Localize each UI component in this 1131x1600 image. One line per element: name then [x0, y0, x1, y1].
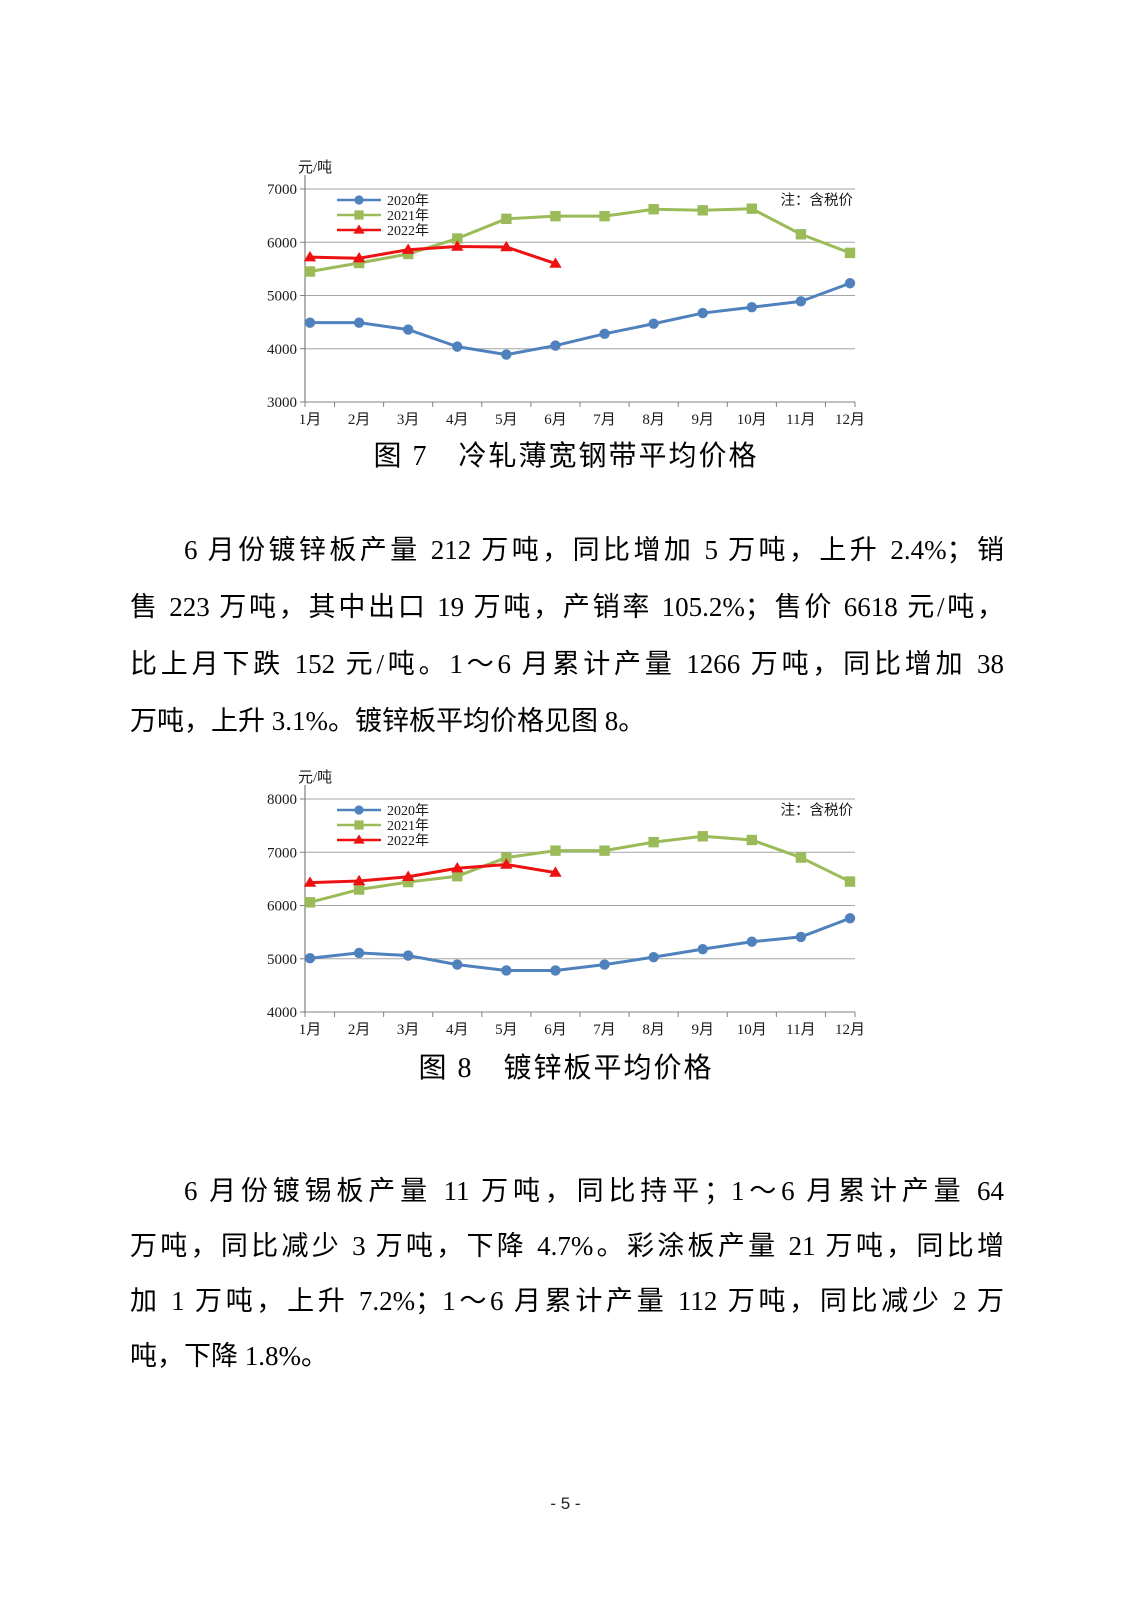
paragraph-line: 比上月下跌 152 元/吨。1～6 月累计产量 1266 万吨，同比增加 38 [130, 649, 1004, 679]
svg-text:注：含税价: 注：含税价 [781, 802, 854, 819]
svg-text:12月: 12月 [835, 412, 865, 428]
svg-text:2021年: 2021年 [387, 208, 429, 224]
svg-text:2月: 2月 [348, 412, 371, 428]
svg-text:10月: 10月 [737, 1022, 767, 1038]
figure8-line-chart: 4000 5000 6000 7000 8000 1月 2月 3月 4月 5月 6月 7月 8月 9月 10… [260, 755, 880, 1047]
svg-text:元/吨: 元/吨 [298, 159, 332, 176]
paragraph-line: 售 223 万吨，其中出口 19 万吨，产销率 105.2%；售价 6618 元… [130, 592, 1004, 622]
figure7-line-chart: 3000 4000 5000 6000 7000 1月 2月 3月 4月 5月 6月 7月 8月 9月 10… [260, 145, 880, 437]
svg-text:12月: 12月 [835, 1022, 865, 1038]
svg-text:4月: 4月 [446, 1022, 469, 1038]
paragraph-galvanized-sheet: 6 月份镀锌板产量 212 万吨，同比增加 5 万吨，上升 2.4%；销 售 2… [130, 522, 1004, 750]
figure7-caption: 图 7 冷轧薄宽钢带平均价格 [373, 441, 759, 472]
svg-text:注：含税价: 注：含税价 [781, 192, 854, 209]
svg-text:7000: 7000 [267, 845, 297, 861]
paragraph-line: 加 1 万吨，上升 7.2%；1～6 月累计产量 112 万吨，同比减少 2 万 [130, 1286, 1004, 1316]
svg-text:2021年: 2021年 [387, 818, 429, 834]
svg-text:6000: 6000 [267, 899, 297, 915]
svg-text:4000: 4000 [267, 1005, 297, 1021]
svg-text:2月: 2月 [348, 1022, 371, 1038]
svg-text:2020年: 2020年 [387, 193, 429, 209]
svg-text:元/吨: 元/吨 [298, 769, 332, 786]
page-number: - 5 - [550, 1494, 581, 1513]
svg-text:1月: 1月 [299, 1022, 322, 1038]
svg-text:9月: 9月 [691, 1022, 714, 1038]
svg-text:5月: 5月 [495, 412, 518, 428]
svg-text:9月: 9月 [691, 412, 714, 428]
svg-text:6000: 6000 [267, 235, 297, 251]
svg-text:8000: 8000 [267, 792, 297, 808]
svg-text:3月: 3月 [397, 412, 420, 428]
svg-text:2022年: 2022年 [387, 223, 429, 239]
svg-text:11月: 11月 [786, 1022, 815, 1038]
svg-text:4000: 4000 [267, 342, 297, 358]
paragraph-line: 6 月份镀锌板产量 212 万吨，同比增加 5 万吨，上升 2.4%；销 [184, 535, 1004, 565]
svg-text:1月: 1月 [299, 412, 322, 428]
svg-text:2020年: 2020年 [387, 803, 429, 819]
svg-text:7月: 7月 [593, 1022, 616, 1038]
paragraph-tinplate-colorcoated: 6 月份镀锡板产量 11 万吨，同比持平；1～6 月累计产量 64 万吨，同比减… [130, 1164, 1004, 1384]
svg-text:5000: 5000 [267, 289, 297, 305]
svg-text:11月: 11月 [786, 412, 815, 428]
svg-text:5000: 5000 [267, 952, 297, 968]
figure8-caption: 图 8 镀锌板平均价格 [418, 1053, 714, 1084]
svg-text:5月: 5月 [495, 1022, 518, 1038]
svg-text:2022年: 2022年 [387, 833, 429, 849]
paragraph-line: 万吨，上升 3.1%。镀锌板平均价格见图 8。 [130, 706, 646, 736]
svg-text:6月: 6月 [544, 412, 567, 428]
svg-text:6月: 6月 [544, 1022, 567, 1038]
svg-text:4月: 4月 [446, 412, 469, 428]
svg-text:10月: 10月 [737, 412, 767, 428]
svg-text:3000: 3000 [267, 395, 297, 411]
svg-text:7000: 7000 [267, 182, 297, 198]
paragraph-line: 吨，下降 1.8%。 [130, 1341, 328, 1371]
paragraph-line: 6 月份镀锡板产量 11 万吨，同比持平；1～6 月累计产量 64 [184, 1176, 1004, 1206]
svg-text:3月: 3月 [397, 1022, 420, 1038]
svg-text:8月: 8月 [642, 1022, 665, 1038]
svg-text:7月: 7月 [593, 412, 616, 428]
paragraph-line: 万吨，同比减少 3 万吨，下降 4.7%。彩涂板产量 21 万吨，同比增 [130, 1231, 1004, 1261]
svg-text:8月: 8月 [642, 412, 665, 428]
line-chart-svg: 4000 5000 6000 7000 8000 1月 2月 3月 4月 5月 6月 7月 8月 9月 10… [267, 769, 865, 1038]
line-chart-svg: 3000 4000 5000 6000 7000 1月 2月 3月 4月 5月 6月 7月 8月 9月 10… [267, 159, 865, 428]
